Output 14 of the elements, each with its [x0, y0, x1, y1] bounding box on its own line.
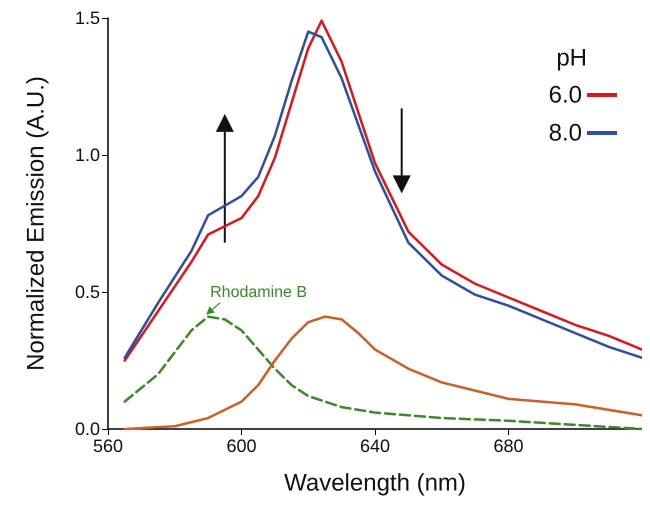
- y-tick-label: 0.5: [74, 282, 100, 302]
- x-tick-label: 640: [360, 436, 390, 456]
- legend-title: pH: [556, 44, 588, 72]
- legend-label: 8.0: [548, 120, 582, 146]
- y-axis-title: Normalized Emission (A.U.): [22, 76, 50, 371]
- legend-label: 6.0: [548, 82, 582, 108]
- annotation: Rhodamine B: [210, 284, 308, 302]
- x-axis-title: Wavelength (nm): [284, 470, 466, 496]
- x-tick-label: 680: [493, 436, 524, 456]
- y-tick-label: 1.0: [74, 145, 100, 165]
- y-tick-label: 1.5: [74, 8, 100, 28]
- x-tick-label: 560: [92, 436, 124, 456]
- y-tick-label: 0.0: [74, 419, 100, 439]
- x-tick-label: 600: [226, 436, 257, 456]
